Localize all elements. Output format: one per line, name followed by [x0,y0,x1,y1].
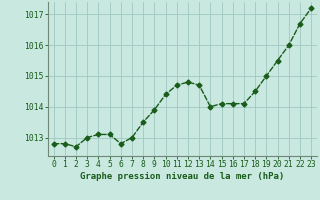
X-axis label: Graphe pression niveau de la mer (hPa): Graphe pression niveau de la mer (hPa) [80,172,284,181]
